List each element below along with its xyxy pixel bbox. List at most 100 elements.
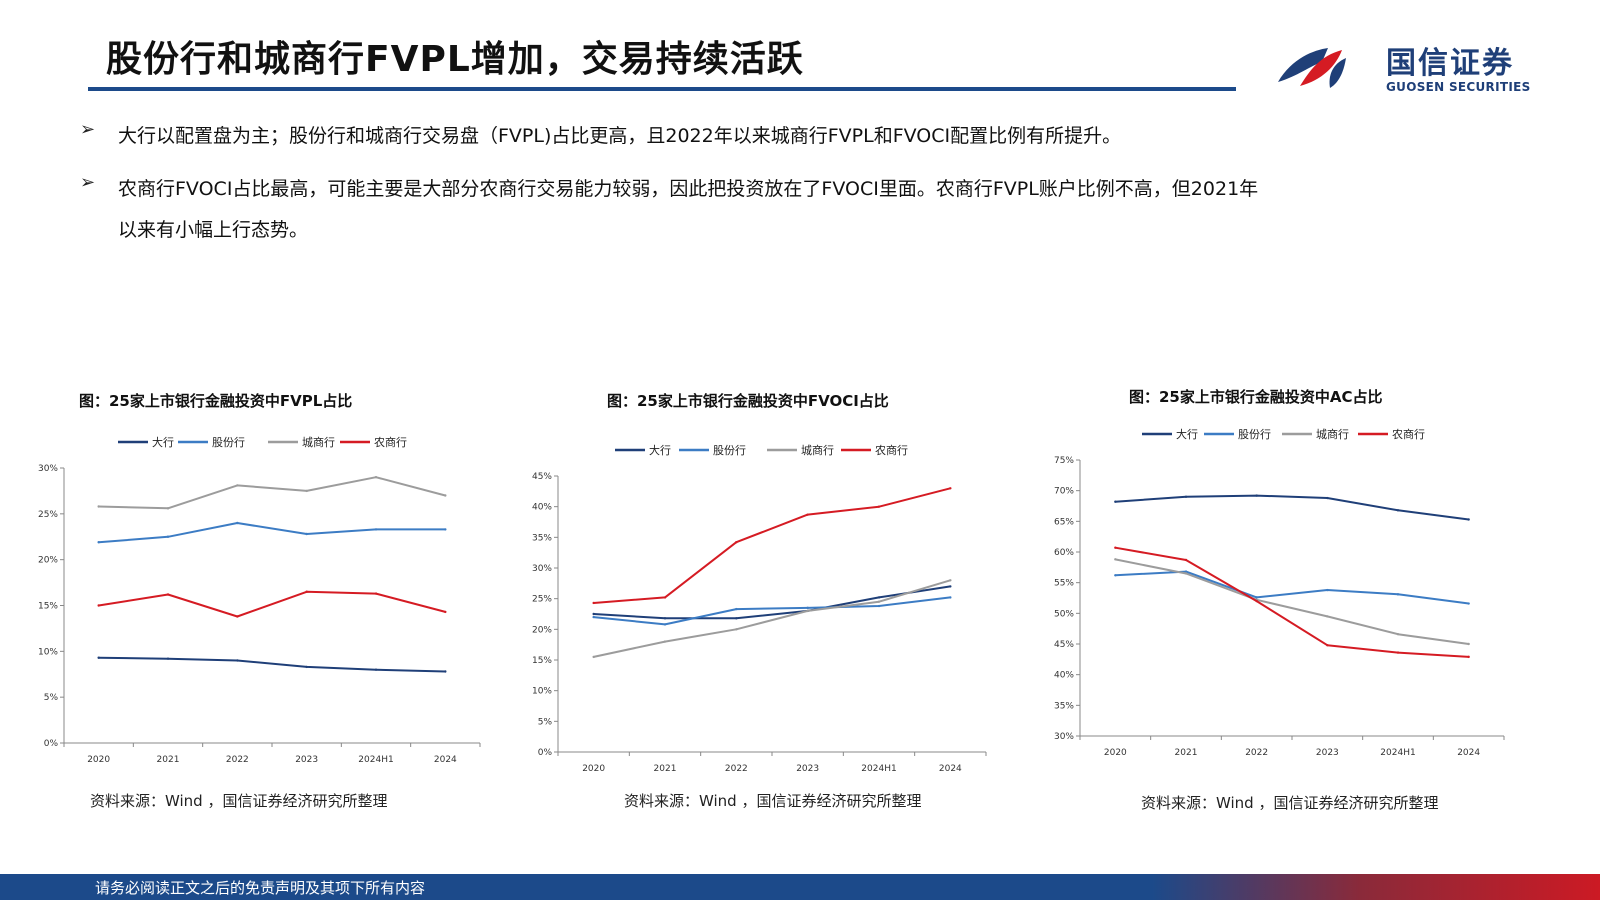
series-line xyxy=(593,585,951,620)
data-point xyxy=(877,604,881,608)
x-tick-label: 2021 xyxy=(1175,748,1198,758)
x-tick-label: 2021 xyxy=(157,755,180,765)
data-point xyxy=(1467,642,1470,646)
series-line xyxy=(1115,558,1469,645)
data-point xyxy=(949,585,952,588)
x-tick-label: 2023 xyxy=(295,755,318,765)
legend-label: 大行 xyxy=(152,435,174,449)
data-point xyxy=(166,535,170,538)
y-tick-label: 35% xyxy=(1054,701,1074,711)
data-point xyxy=(444,610,447,614)
data-point xyxy=(1114,546,1117,549)
series-line xyxy=(593,596,951,626)
x-tick-label: 2023 xyxy=(796,764,819,774)
chart-title: 图：25家上市银行金融投资中FVOCI占比 xyxy=(607,392,889,410)
y-tick-label: 25% xyxy=(38,510,58,520)
x-tick-label: 2022 xyxy=(226,755,249,765)
data-point xyxy=(1255,494,1258,497)
y-tick-label: 5% xyxy=(538,717,553,727)
data-point xyxy=(949,596,952,599)
data-point xyxy=(877,505,881,508)
data-point xyxy=(806,606,809,610)
data-point xyxy=(1326,496,1329,500)
fvoci-chart: 图：25家上市银行金融投资中FVOCI占比 0% 5% 10% 15% 20% 25% 30… xyxy=(530,390,1050,830)
data-point xyxy=(166,593,170,596)
data-point xyxy=(1114,574,1117,577)
data-point xyxy=(374,475,378,479)
x-tick-label: 2020 xyxy=(1104,748,1127,758)
legend-label: 农商行 xyxy=(1392,427,1425,441)
legend-label: 城商行 xyxy=(302,435,335,449)
data-point xyxy=(592,655,595,659)
x-tick-label: 2022 xyxy=(1245,748,1268,758)
legend-label: 大行 xyxy=(1176,427,1198,441)
x-tick-label: 2024H1 xyxy=(358,755,393,765)
y-tick-label: 55% xyxy=(1054,579,1074,589)
data-point xyxy=(1326,588,1329,592)
bullet-list: ➢ 大行以配置盘为主；股份行和城商行交易盘（FVPL)占比更高，且2022年以来… xyxy=(80,116,1520,263)
data-point xyxy=(949,487,952,490)
data-point xyxy=(1184,570,1188,573)
data-point xyxy=(735,628,738,631)
series-line xyxy=(98,522,446,544)
data-point xyxy=(1396,593,1400,596)
y-tick-label: 15% xyxy=(38,602,58,612)
chart-source: 资料来源：Wind ，国信证券经济研究所整理 xyxy=(624,792,922,810)
data-point xyxy=(877,600,881,603)
legend-label: 城商行 xyxy=(1316,427,1349,441)
data-point xyxy=(735,607,738,611)
data-point xyxy=(949,579,952,582)
data-point xyxy=(444,670,447,673)
legend-label: 农商行 xyxy=(875,443,908,457)
y-tick-label: 15% xyxy=(532,656,552,666)
data-point xyxy=(735,541,738,544)
chart-title: 图：25家上市银行金融投资中AC占比 xyxy=(1129,388,1383,406)
data-point xyxy=(236,659,239,662)
data-point xyxy=(374,592,378,595)
bullet-item: ➢ 大行以配置盘为主；股份行和城商行交易盘（FVPL)占比更高，且2022年以来… xyxy=(80,116,1520,157)
chart-title: 图：25家上市银行金融投资中FVPL占比 xyxy=(79,392,353,410)
data-point xyxy=(592,601,595,605)
fvoci-line-chart: 0% 5% 10% 15% 20% 25% 30% 35% 40% 45% 2020 2021 2022… xyxy=(532,443,987,774)
page-title: 股份行和城商行FVPL增加，交易持续活跃 xyxy=(106,39,804,80)
data-point xyxy=(1114,558,1117,561)
y-tick-label: 0% xyxy=(538,748,553,758)
series-line xyxy=(1115,570,1469,605)
y-tick-label: 30% xyxy=(532,564,552,574)
y-tick-label: 35% xyxy=(532,533,552,543)
data-point xyxy=(97,604,100,607)
footer-disclaimer: 请务必阅读正文之后的免责声明及其项下所有内容 xyxy=(95,879,426,897)
x-tick-label: 2024 xyxy=(434,755,457,765)
chart-source: 资料来源：Wind ，国信证券经济研究所整理 xyxy=(90,792,388,810)
data-point xyxy=(592,612,595,616)
fvpl-chart: 图：25家上市银行金融投资中FVPL占比 0% 5% 10% 15% 20% 25% 30%… xyxy=(36,390,556,830)
data-point xyxy=(735,617,738,620)
x-tick-label: 2020 xyxy=(582,764,605,774)
data-point xyxy=(374,528,378,531)
fvpl-line-chart: 0% 5% 10% 15% 20% 25% 30% 2020 2021 2022 2023 2024H… xyxy=(38,435,481,765)
x-tick-label: 2024 xyxy=(1457,748,1480,758)
title-underline xyxy=(88,87,1236,91)
guosen-logo-icon xyxy=(1278,48,1346,88)
y-tick-label: 0% xyxy=(44,739,59,749)
bullet-arrow-icon: ➢ xyxy=(80,119,96,140)
data-point xyxy=(592,615,595,619)
x-tick-label: 2024H1 xyxy=(861,764,896,774)
x-tick-label: 2024H1 xyxy=(1380,748,1415,758)
bullet-line: 大行以配置盘为主；股份行和城商行交易盘（FVPL)占比更高，且2022年以来城商… xyxy=(118,125,1122,147)
data-point xyxy=(1326,644,1329,647)
data-point xyxy=(1467,518,1470,521)
data-point xyxy=(305,489,308,493)
logo-chinese-name: 国信证券 xyxy=(1386,46,1514,81)
footer-bar xyxy=(0,874,1600,900)
y-tick-label: 25% xyxy=(532,595,552,605)
data-point xyxy=(166,507,170,510)
legend-label: 股份行 xyxy=(1238,428,1271,441)
data-point xyxy=(806,609,809,613)
bullet-item: ➢ 农商行FVOCI占比最高，可能主要是大部分农商行交易能力较弱，因此把投资放在… xyxy=(80,169,1520,251)
data-point xyxy=(305,590,308,593)
data-point xyxy=(1396,632,1400,636)
x-tick-label: 2020 xyxy=(87,755,110,765)
series-line xyxy=(1115,494,1469,521)
y-tick-label: 10% xyxy=(38,647,58,657)
